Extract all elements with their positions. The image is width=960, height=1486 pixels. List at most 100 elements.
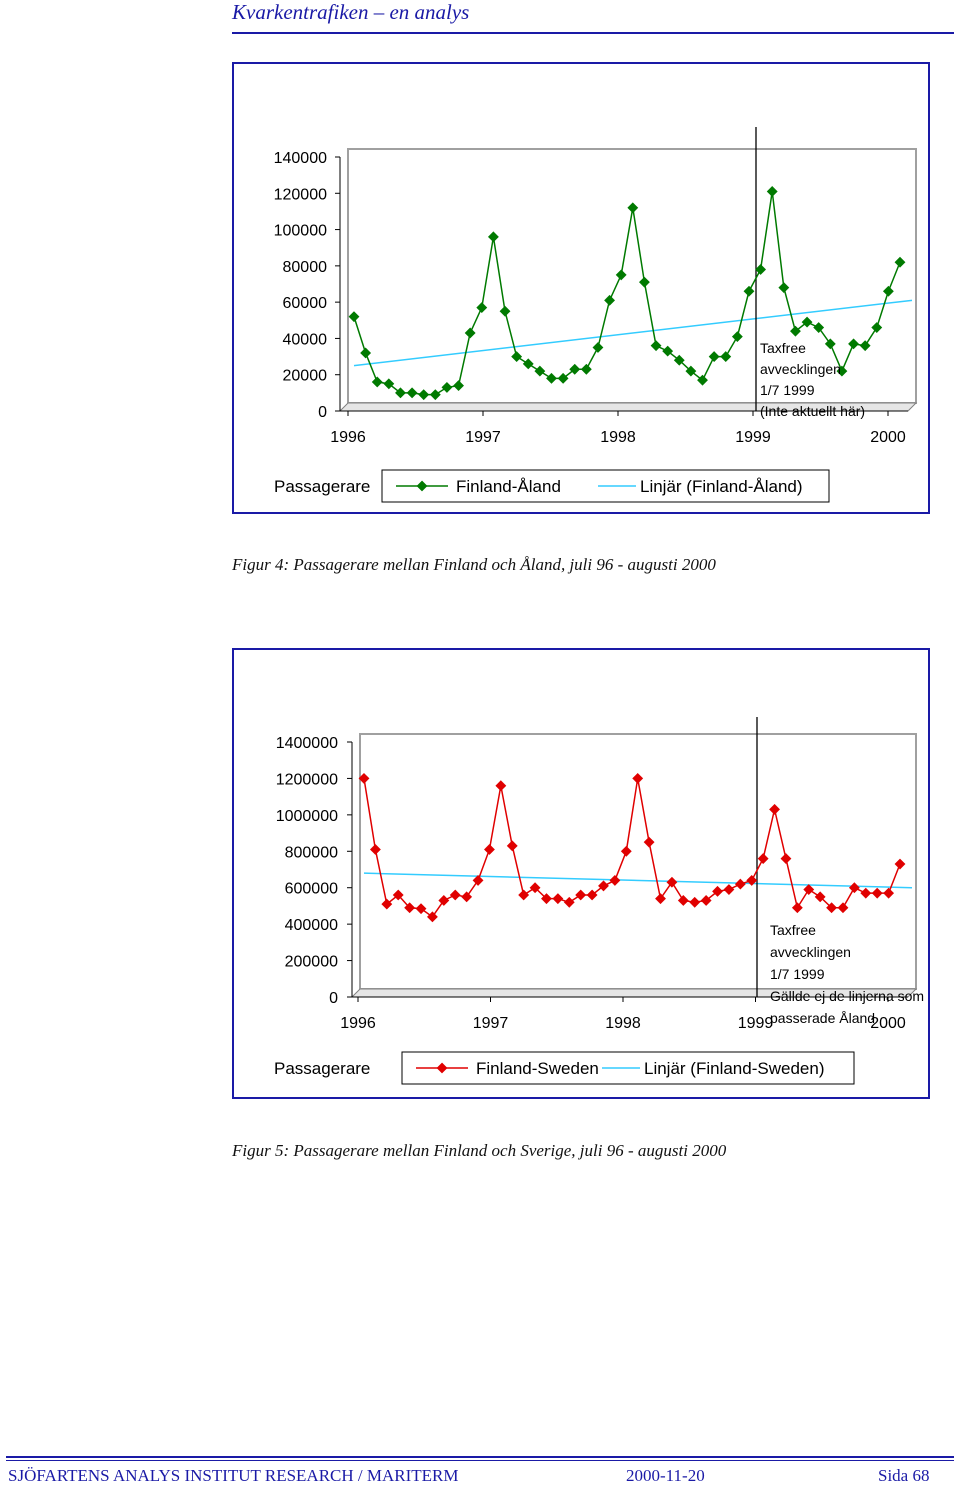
legend-trend-label: Linjär (Finland-Sweden)	[644, 1059, 824, 1078]
x-tick-label: 1998	[605, 1015, 641, 1032]
x-tick-label: 1996	[340, 1015, 376, 1032]
data-point	[826, 902, 837, 914]
annotation-line: Taxfree	[770, 922, 816, 938]
data-point	[643, 836, 655, 848]
data-point	[848, 338, 859, 350]
data-point	[666, 876, 678, 888]
annotation-line: passerade Åland	[770, 1010, 875, 1026]
data-point	[404, 902, 416, 914]
data-point	[464, 327, 476, 339]
data-point	[837, 902, 849, 914]
y-tick-label: 0	[318, 404, 327, 421]
data-point	[383, 378, 395, 390]
data-point	[697, 374, 708, 386]
data-point	[883, 887, 895, 899]
data-point	[769, 803, 780, 815]
data-point	[348, 311, 360, 323]
data-point	[415, 903, 427, 915]
data-point	[673, 354, 685, 366]
x-tick-label: 1997	[473, 1015, 509, 1032]
document-title: Kvarkentrafiken – en analys	[232, 0, 470, 24]
y-tick-label: 1400000	[276, 735, 338, 752]
data-point	[720, 351, 732, 362]
data-point	[712, 885, 723, 897]
chart-frame-figure-4: 0 20000 40000 60000 80000 100000 120000 140000 1…	[232, 62, 930, 514]
data-point	[541, 893, 552, 905]
page-header: Kvarkentrafiken – en analys	[232, 0, 954, 34]
data-point	[639, 276, 650, 288]
chart-figure-4: 0 20000 40000 60000 80000 100000 120000 140000 1…	[274, 127, 918, 503]
data-point	[700, 895, 712, 906]
y-tick-label: 60000	[283, 295, 328, 312]
legend-series-label: Finland-Sweden	[476, 1059, 599, 1078]
y-tick-label: 40000	[283, 331, 328, 348]
data-point	[731, 331, 743, 343]
x-tick-label: 1997	[465, 429, 501, 446]
data-point	[557, 372, 569, 384]
data-point	[495, 780, 507, 792]
data-point	[484, 844, 495, 855]
x-tick-label: 2000	[870, 1015, 906, 1032]
annotation-line: (Inte aktuellt här)	[760, 403, 865, 419]
data-point	[689, 896, 701, 908]
data-point	[685, 365, 697, 377]
data-point	[534, 365, 546, 377]
data-point	[487, 231, 499, 243]
data-point	[598, 880, 609, 892]
data-point	[780, 853, 792, 864]
data-point	[360, 347, 372, 359]
data-point	[546, 372, 557, 384]
data-point	[791, 902, 803, 914]
data-point	[778, 282, 790, 294]
y-tick-label: 120000	[274, 186, 327, 203]
data-point	[371, 376, 383, 388]
footer-organization: SJÖFARTENS ANALYS INSTITUT RESEARCH / MA…	[8, 1466, 459, 1485]
y-tick-label: 1200000	[276, 771, 338, 788]
figure-4-caption: Figur 4: Passagerare mellan Finland och …	[232, 555, 716, 574]
data-point	[871, 322, 883, 333]
trend-line	[363, 872, 913, 889]
data-point	[836, 365, 848, 377]
data-point	[395, 387, 406, 399]
data-point	[662, 345, 674, 357]
data-point	[575, 889, 587, 901]
data-point	[586, 889, 598, 901]
y-tick-label: 100000	[274, 223, 327, 240]
data-point	[529, 882, 541, 894]
y-tick-label: 80000	[283, 259, 328, 276]
y-tick-label: 200000	[285, 954, 338, 971]
x-tick-label: 1999	[735, 429, 771, 446]
data-point	[766, 186, 778, 197]
data-point	[453, 380, 464, 392]
annotation-line: avvecklingen	[760, 361, 841, 377]
figure-5-caption: Figur 5: Passagerare mellan Finland och …	[232, 1141, 727, 1160]
legend-series-marker	[436, 1062, 448, 1074]
annotation-line: Taxfree	[760, 340, 806, 356]
x-tick-label: 1999	[738, 1015, 774, 1032]
data-point	[499, 305, 511, 317]
annotation-line: 1/7 1999	[770, 966, 825, 982]
data-point	[757, 853, 769, 864]
data-point	[708, 351, 720, 362]
data-point	[813, 322, 825, 333]
data-point	[677, 895, 689, 906]
data-point	[650, 340, 662, 352]
data-point	[441, 381, 453, 393]
data-point	[381, 898, 393, 910]
data-point	[743, 285, 755, 297]
data-point	[604, 294, 615, 306]
annotation-line: 1/7 1999	[760, 382, 815, 398]
trend-line	[353, 299, 913, 367]
data-point	[803, 884, 815, 895]
data-point	[801, 316, 813, 328]
annotation-line: Gällde ej de linjerna som	[770, 988, 924, 1004]
x-tick-label: 1998	[600, 429, 636, 446]
data-point	[518, 889, 530, 901]
data-point	[620, 845, 632, 857]
x-tick-label: 2000	[870, 429, 906, 446]
data-point	[746, 875, 758, 886]
data-point	[615, 269, 627, 281]
data-point	[369, 844, 381, 855]
footer-rule	[6, 1456, 954, 1458]
data-point	[476, 302, 488, 314]
